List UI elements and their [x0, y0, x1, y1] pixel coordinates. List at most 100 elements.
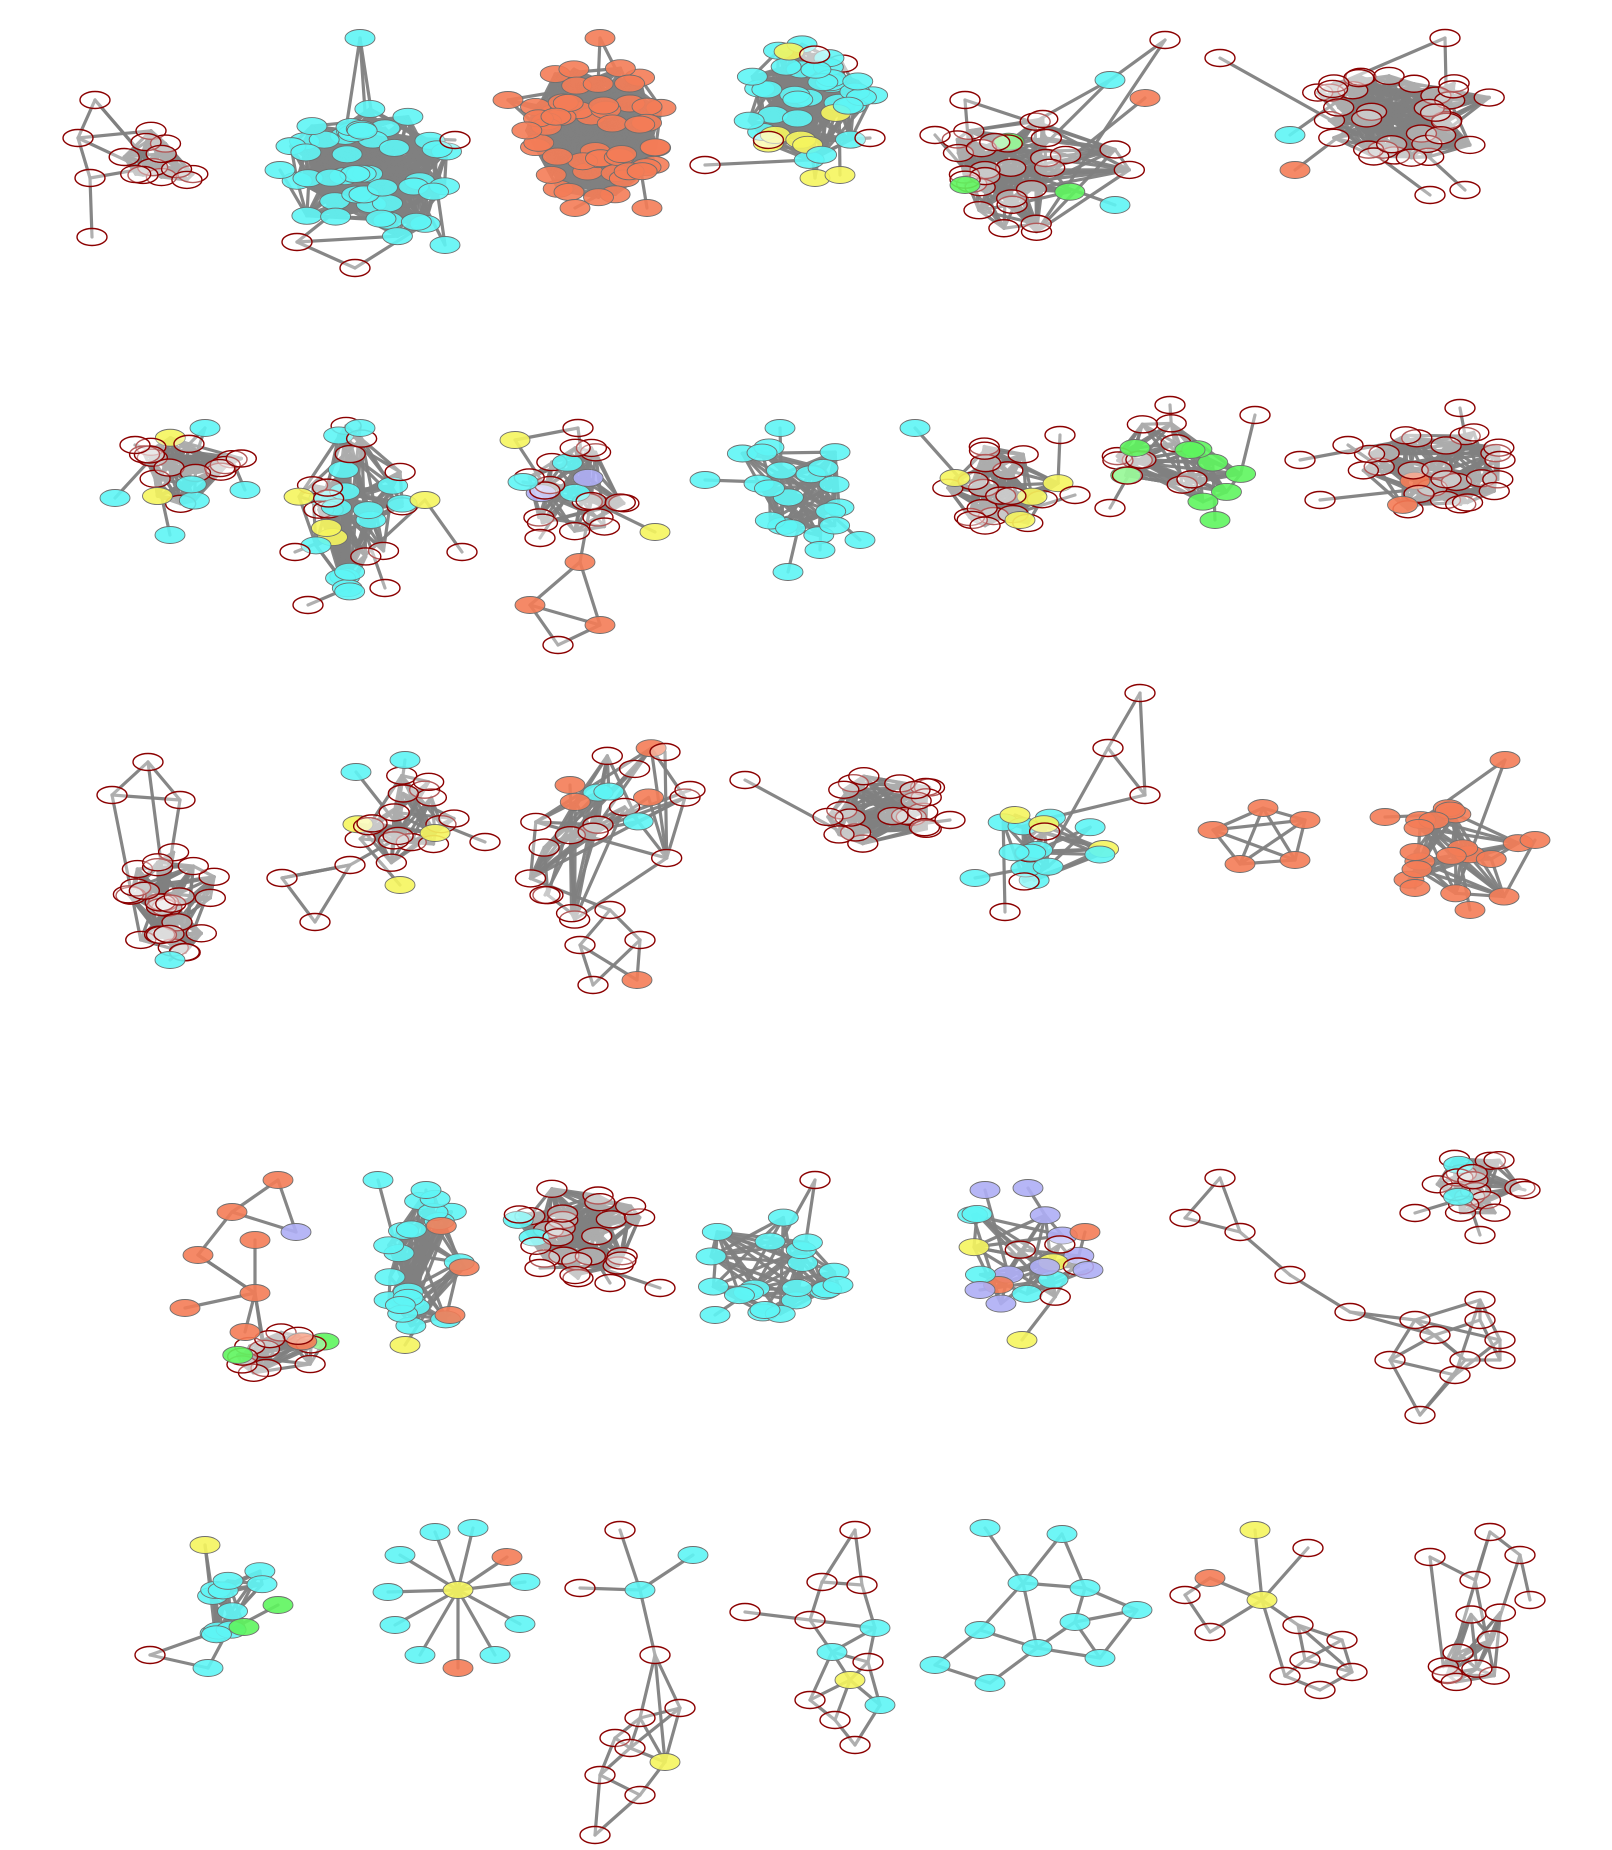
graph-10-edge	[970, 518, 987, 528]
graph-22-node	[524, 1258, 556, 1278]
graph-3-node	[733, 111, 765, 130]
graph-30-edge	[820, 1528, 857, 1584]
graph-30-node	[839, 1520, 871, 1540]
graph-7-node	[292, 595, 324, 615]
graph-25-node	[1399, 1310, 1431, 1330]
graph-10-node	[1007, 445, 1039, 464]
graph-15-edge	[546, 893, 574, 915]
graph-10-node	[1042, 474, 1074, 493]
graph-23-node	[699, 1306, 731, 1324]
graph-22-node	[542, 1228, 574, 1247]
graph-22-edge	[534, 1204, 633, 1248]
graph-7-node	[334, 562, 366, 581]
graph-33-edge	[1445, 1611, 1502, 1676]
graph-22-node	[605, 1251, 637, 1270]
graph-26-node	[1457, 1171, 1489, 1190]
graph-7-node	[320, 498, 352, 517]
graph-15-edge	[665, 795, 687, 860]
graph-15-edge	[578, 908, 612, 947]
graph-0-node	[108, 147, 140, 167]
graph-17-node	[1032, 857, 1064, 876]
graph-30-node	[839, 1735, 871, 1755]
graph-8-node	[639, 523, 671, 541]
graph-12-node	[1484, 450, 1516, 470]
graph-7-node	[446, 542, 478, 562]
graph-17-node	[959, 869, 991, 887]
graph-23-node	[799, 1170, 831, 1190]
graph-1-node	[344, 29, 376, 47]
graph-24-node	[1029, 1257, 1061, 1276]
graph-0-node	[79, 90, 111, 110]
graph-33-edge	[1475, 1667, 1496, 1678]
graph-5-node	[1350, 109, 1383, 128]
graph-2-node	[624, 115, 656, 134]
graph-22-node	[536, 1179, 568, 1198]
graph-4-node	[1054, 182, 1086, 201]
graph-19-node	[1519, 831, 1551, 849]
graph-2-node	[614, 74, 646, 93]
graph-8-node	[499, 431, 531, 449]
graph-12-node	[1458, 423, 1490, 442]
graph-14-edge	[313, 863, 352, 924]
graph-32-edge	[1253, 1528, 1264, 1602]
graph-15-node	[621, 971, 653, 989]
graph-2-node	[626, 162, 658, 181]
graph-24-node	[1044, 1235, 1076, 1254]
graph-12-edge	[1458, 406, 1467, 438]
graph-21-node	[410, 1181, 442, 1199]
graph-7-node	[279, 542, 311, 562]
graph-28-node	[479, 1646, 511, 1664]
graph-32-edge	[1260, 1546, 1310, 1602]
graph-17-node	[1124, 683, 1156, 703]
graph-10-node	[969, 516, 1001, 535]
graph-15-node	[594, 900, 626, 920]
graph-5-node	[1414, 185, 1446, 205]
graph-29-edge	[653, 1653, 667, 1764]
graph-20-node	[169, 1299, 201, 1317]
graph-4-node	[1099, 196, 1131, 214]
graph-1-node	[421, 140, 453, 159]
graph-7-node	[334, 582, 366, 601]
graph-8-node	[572, 468, 604, 487]
graph-5-node	[1345, 67, 1377, 86]
graph-20-node	[254, 1329, 286, 1349]
graph-0-edge	[88, 176, 94, 239]
graph-7-edge	[423, 498, 464, 554]
graph-11-node	[1176, 470, 1208, 489]
graph-16-node	[834, 808, 866, 827]
graph-25-edge	[1478, 1298, 1502, 1342]
graph-8-node	[575, 438, 608, 458]
graph-9-node	[818, 475, 850, 494]
graph-31-node	[1021, 1639, 1053, 1657]
graph-9-node	[746, 443, 778, 462]
graph-16-edge	[848, 781, 902, 820]
graph-32-edge	[1318, 1670, 1354, 1692]
graph-12-node	[1284, 450, 1316, 470]
graph-0-node	[62, 128, 94, 148]
graph-26-node	[1504, 1178, 1536, 1197]
graph-19-node	[1403, 818, 1435, 837]
graph-13-node	[132, 752, 164, 772]
graph-5-node	[1375, 135, 1408, 154]
graph-16-node	[877, 806, 909, 826]
graph-2-node	[596, 114, 628, 133]
graph-30-edge	[833, 1718, 857, 1747]
graph-31-node	[969, 1519, 1001, 1537]
graph-7-node	[367, 541, 400, 561]
graph-28-node	[372, 1583, 404, 1601]
graph-24-edge	[975, 1212, 1055, 1264]
graph-10-node	[899, 419, 931, 437]
graph-29-node	[614, 1738, 646, 1758]
graph-13-node	[157, 843, 190, 862]
graph-7-node	[311, 478, 344, 497]
graph-26-node	[1443, 1187, 1474, 1206]
graph-14-node	[340, 763, 372, 781]
graph-15-node	[577, 975, 609, 995]
graph-5-edge	[1390, 111, 1438, 146]
graph-5-node	[1424, 126, 1457, 145]
graph-16-node	[847, 834, 879, 853]
graph-17-edge	[1048, 793, 1147, 820]
graph-15-edge	[646, 795, 669, 860]
graph-4-node	[1033, 158, 1066, 178]
graph-20-node	[294, 1354, 326, 1374]
